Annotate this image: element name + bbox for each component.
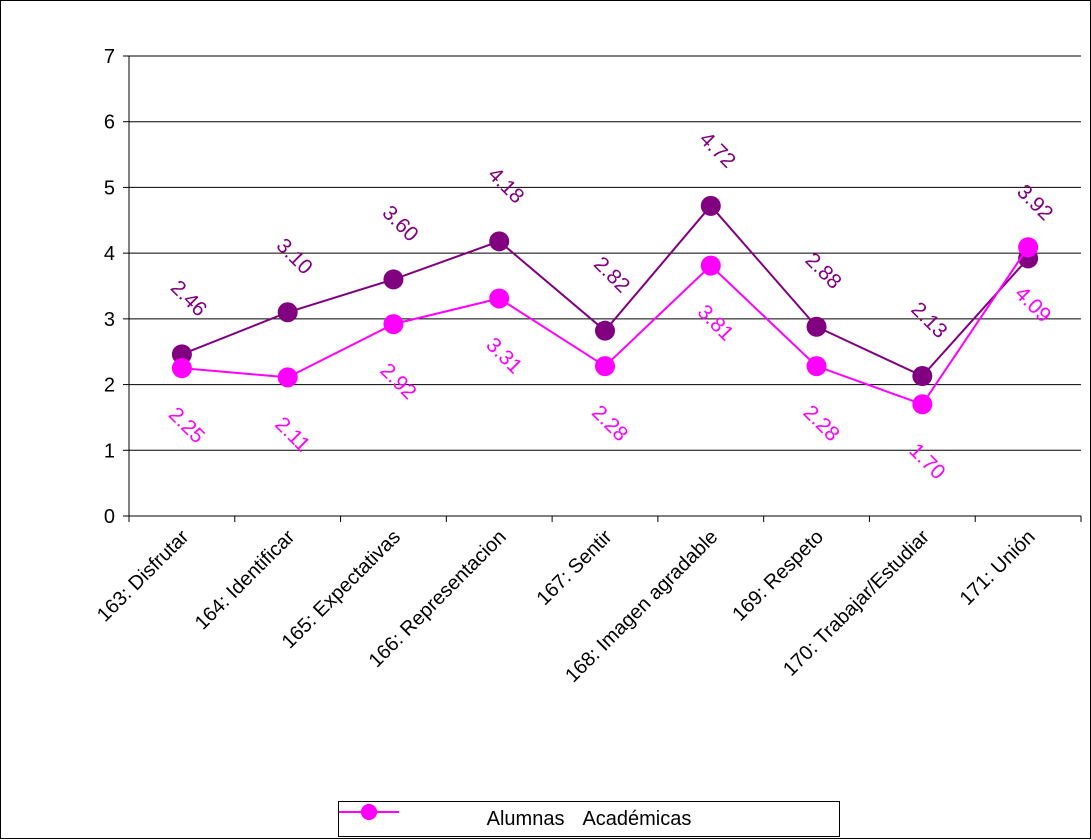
data-point <box>806 356 827 377</box>
data-label: 1.70 <box>904 439 949 484</box>
data-label: 2.46 <box>166 276 211 321</box>
data-point <box>277 367 298 388</box>
data-label: 3.31 <box>481 333 526 378</box>
y-tick-label: 1 <box>104 440 115 462</box>
y-tick-label: 7 <box>104 46 115 68</box>
data-point <box>912 366 933 387</box>
data-point <box>383 269 404 290</box>
data-label: 2.88 <box>801 248 846 293</box>
x-tick-label: 163: Disfrutar <box>93 526 194 627</box>
data-point <box>171 358 192 379</box>
y-tick-label: 5 <box>104 177 115 199</box>
data-point <box>595 356 615 377</box>
y-tick-label: 6 <box>104 112 115 134</box>
data-label: 2.28 <box>587 401 632 446</box>
data-label: 2.13 <box>906 298 951 343</box>
data-point <box>912 394 933 415</box>
data-label: 3.92 <box>1012 180 1057 225</box>
data-point <box>489 288 510 309</box>
legend-label-alumnas: Alumnas <box>486 807 565 830</box>
data-label: 2.92 <box>376 359 421 404</box>
data-point <box>700 195 721 216</box>
legend-label-academicas: Académicas <box>582 807 692 830</box>
data-point <box>806 316 827 337</box>
data-point <box>1018 237 1039 258</box>
y-tick-label: 0 <box>104 506 115 528</box>
legend-item-academicas: Académicas <box>339 804 692 831</box>
legend-item-alumnas: Alumnas <box>339 804 565 831</box>
data-label: 2.82 <box>589 252 634 297</box>
x-tick-label: 169: Respeto <box>728 526 828 626</box>
data-label: 2.25 <box>164 403 209 448</box>
data-point <box>277 302 298 323</box>
data-label: 4.72 <box>695 128 740 173</box>
y-tick-label: 3 <box>104 309 115 331</box>
data-point <box>700 255 721 276</box>
y-tick-label: 2 <box>104 375 115 397</box>
data-label: 4.18 <box>483 163 528 208</box>
legend: Alumnas Académicas <box>338 801 840 837</box>
x-tick-label: 171: Unión <box>956 526 1040 610</box>
data-point <box>171 344 192 365</box>
data-label: 4.09 <box>1010 282 1055 327</box>
data-label: 3.10 <box>272 234 317 279</box>
y-tick-label: 4 <box>104 243 115 265</box>
data-point <box>489 231 510 252</box>
data-label: 2.28 <box>799 401 844 446</box>
data-point <box>383 314 404 335</box>
series-line-0 <box>181 204 1029 378</box>
x-tick-label: 164: Identificar <box>191 526 300 635</box>
x-tick-label: 167: Sentir <box>533 526 617 610</box>
data-point <box>595 320 615 341</box>
data-label: 3.81 <box>693 300 738 345</box>
legend-swatch-academicas <box>339 804 399 820</box>
data-label: 3.60 <box>378 201 423 246</box>
